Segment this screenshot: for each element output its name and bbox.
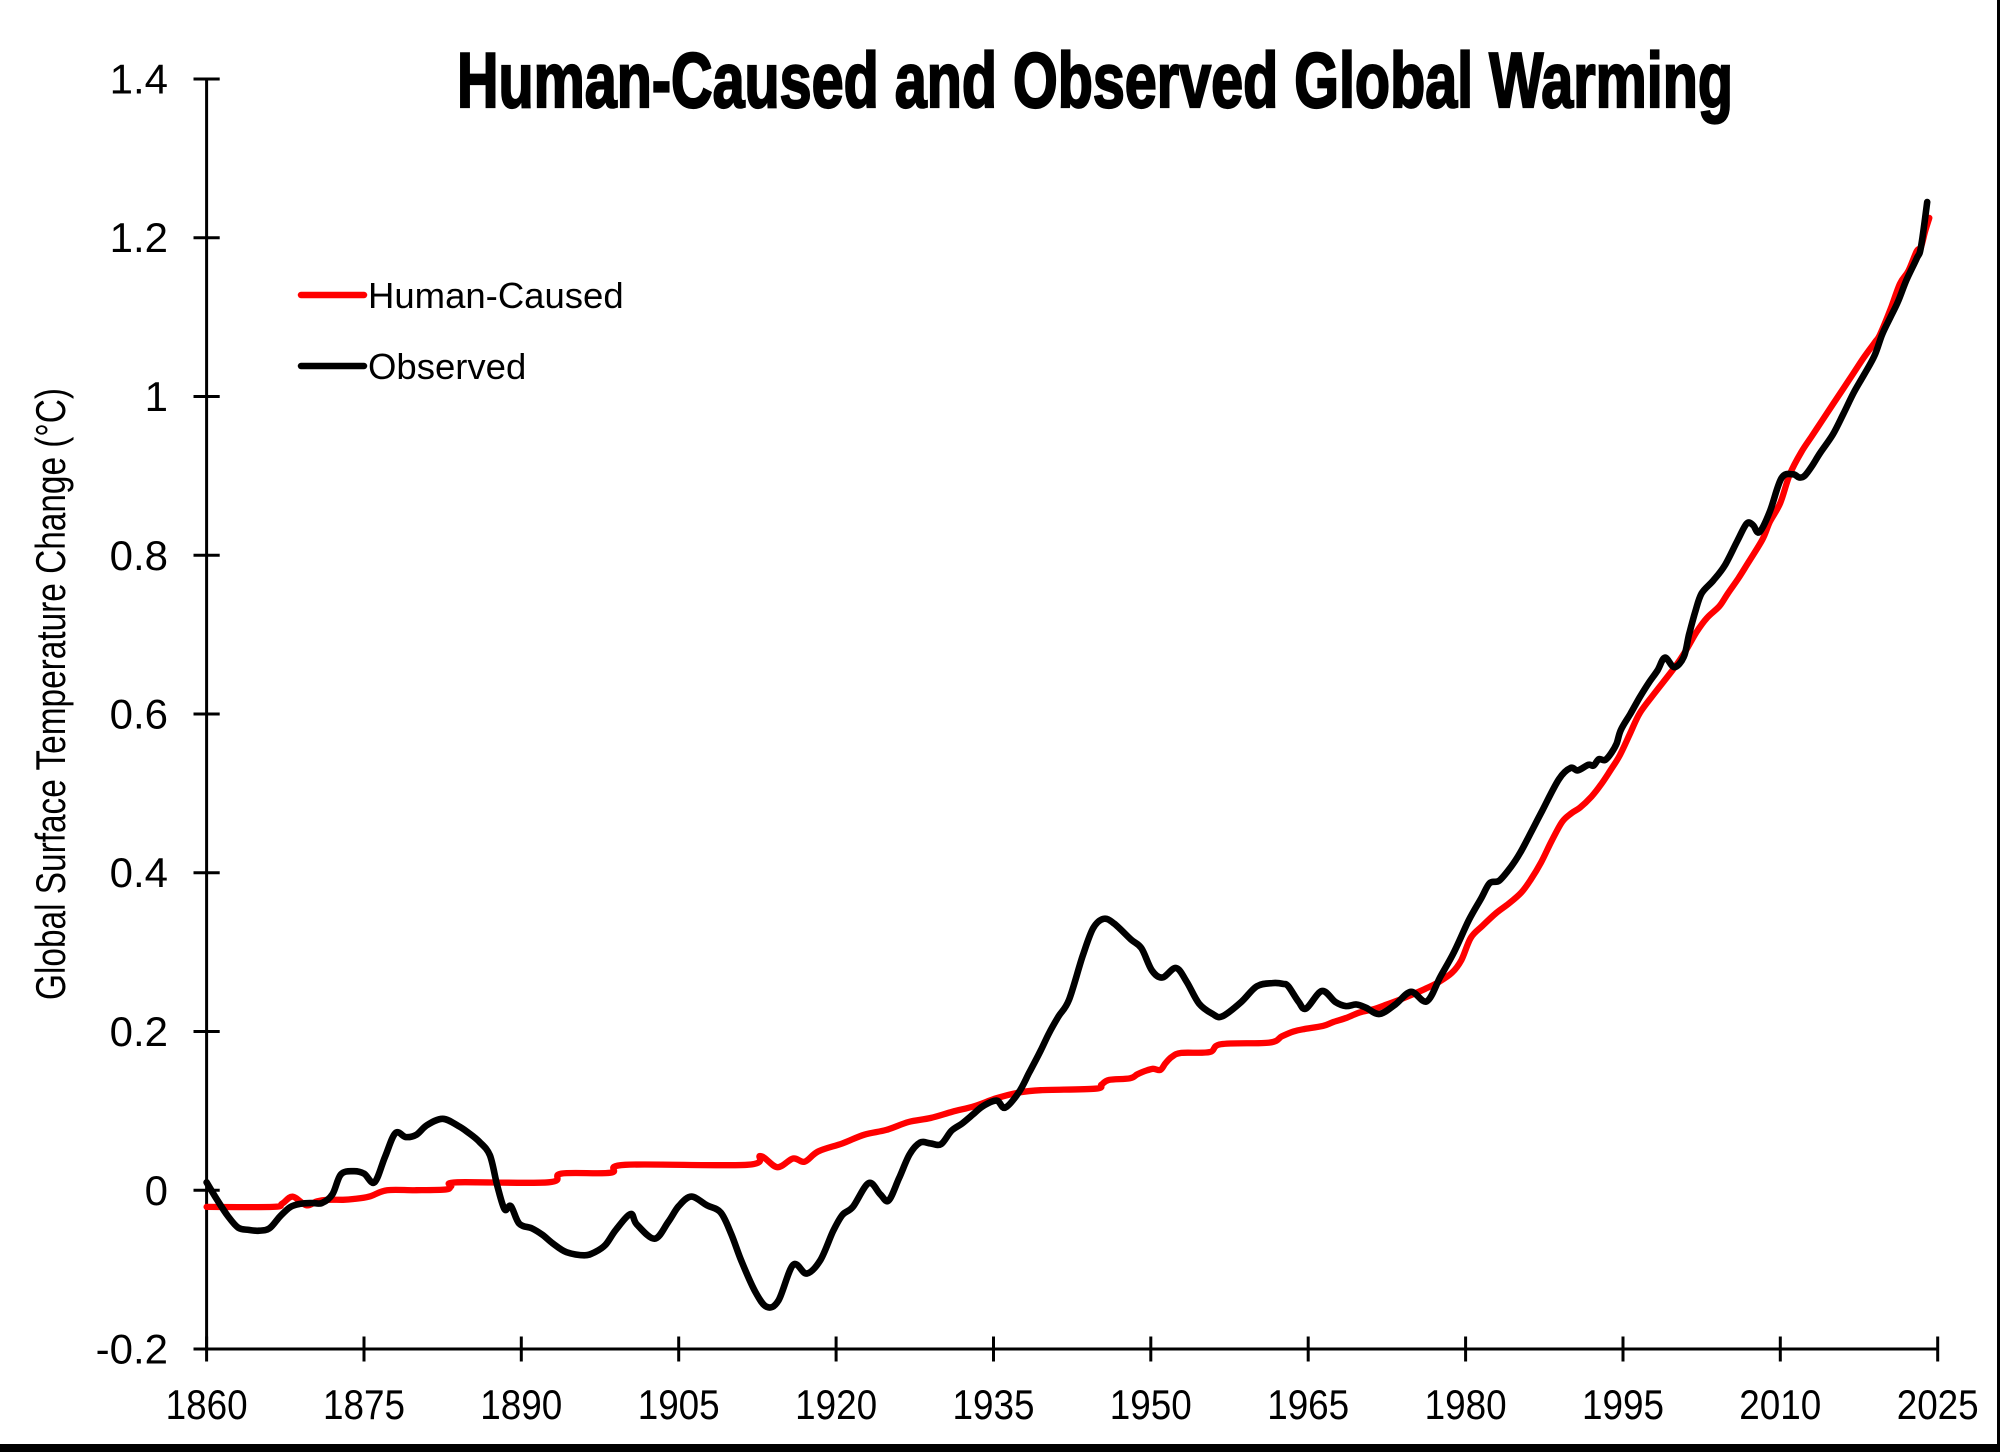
- svg-text:1950: 1950: [1110, 1381, 1192, 1428]
- svg-text:2025: 2025: [1897, 1381, 1979, 1428]
- svg-text:Observed: Observed: [368, 346, 526, 387]
- svg-text:Global Surface Temperature Cha: Global Surface Temperature Change (°C): [27, 388, 74, 1000]
- svg-text:0.8: 0.8: [110, 532, 168, 579]
- svg-text:2010: 2010: [1739, 1381, 1821, 1428]
- svg-text:0.4: 0.4: [110, 849, 168, 896]
- svg-text:0: 0: [145, 1167, 168, 1214]
- svg-text:1.4: 1.4: [110, 56, 168, 103]
- svg-text:1980: 1980: [1425, 1381, 1507, 1428]
- svg-text:1935: 1935: [953, 1381, 1035, 1428]
- svg-text:0.6: 0.6: [110, 691, 168, 738]
- svg-text:1875: 1875: [323, 1381, 405, 1428]
- svg-text:1965: 1965: [1267, 1381, 1349, 1428]
- svg-text:Human-Caused: Human-Caused: [368, 275, 624, 316]
- svg-text:1890: 1890: [480, 1381, 562, 1428]
- svg-text:1: 1: [145, 373, 168, 420]
- svg-text:1995: 1995: [1582, 1381, 1664, 1428]
- svg-text:1.2: 1.2: [110, 214, 168, 261]
- svg-text:0.2: 0.2: [110, 1008, 168, 1055]
- svg-text:1860: 1860: [166, 1381, 248, 1428]
- svg-text:Human-Caused and Observed Glob: Human-Caused and Observed Global Warming: [457, 36, 1733, 124]
- svg-text:-0.2: -0.2: [96, 1326, 168, 1373]
- svg-text:1905: 1905: [638, 1381, 720, 1428]
- svg-text:1920: 1920: [795, 1381, 877, 1428]
